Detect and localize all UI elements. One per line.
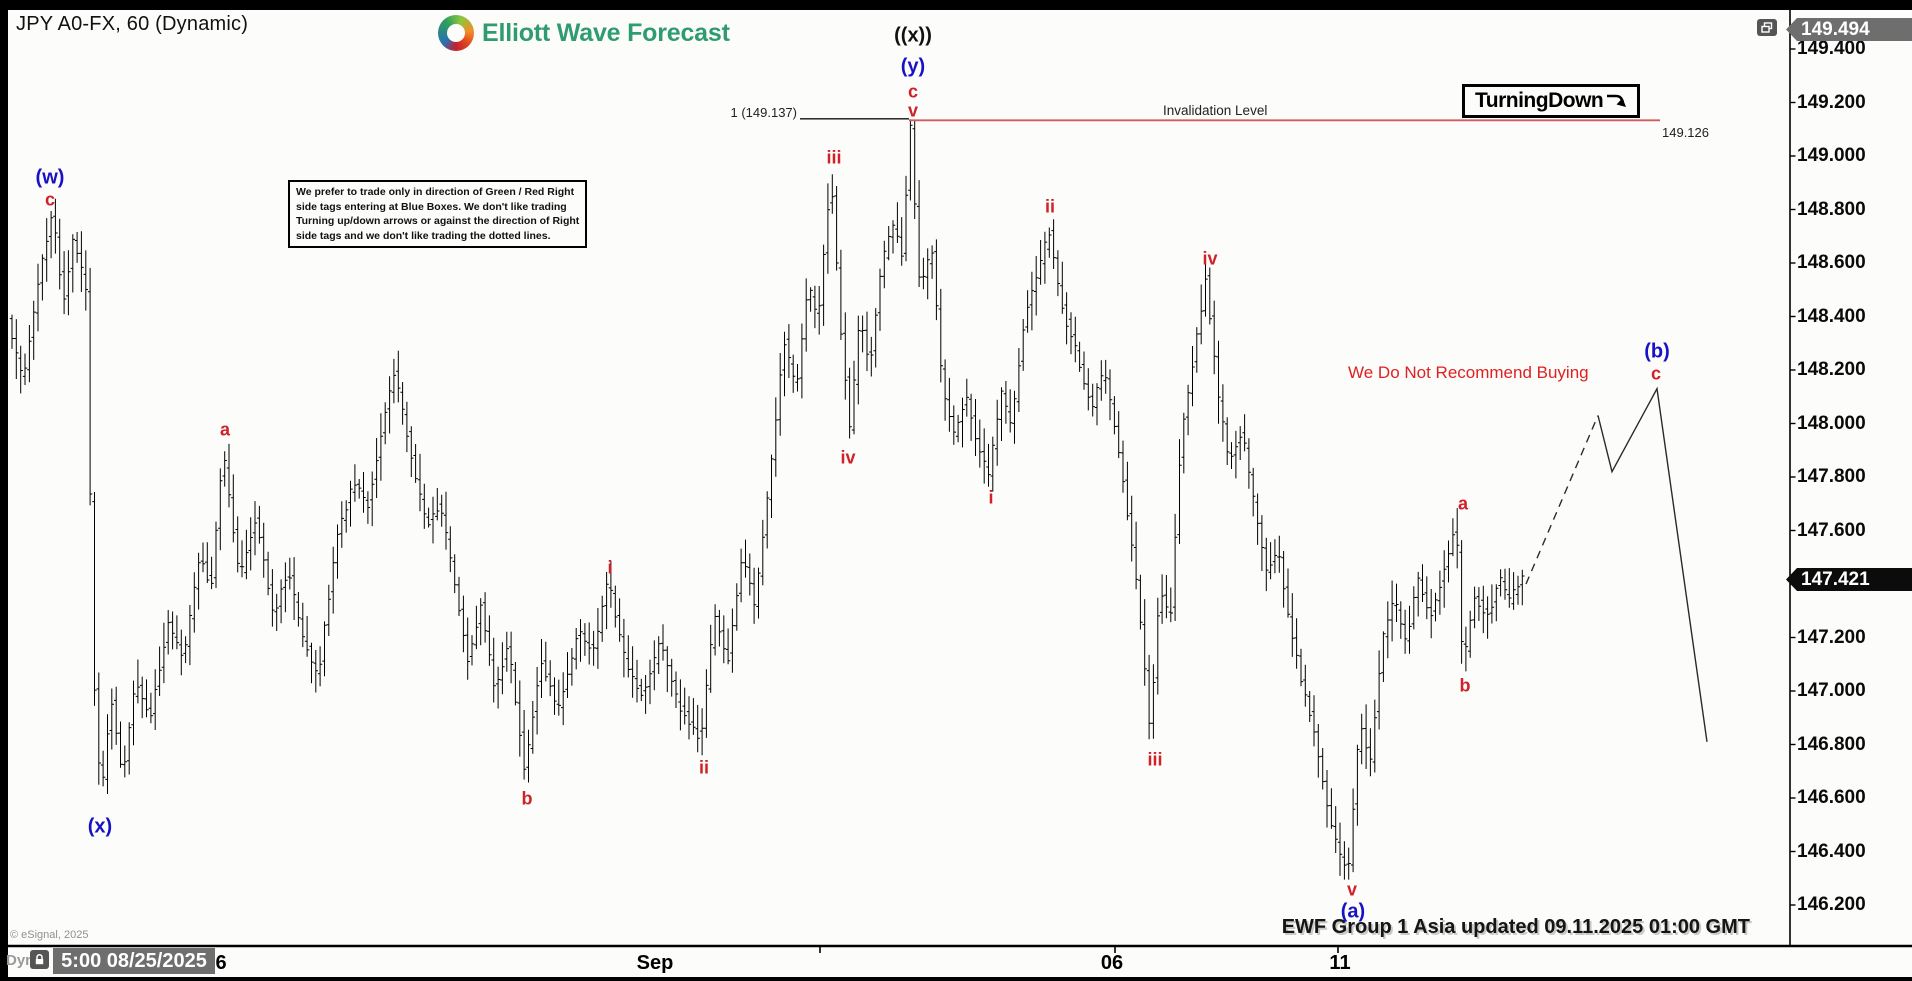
disclaimer-line: We prefer to trade only in direction of … — [296, 186, 575, 198]
lock-icon[interactable] — [30, 950, 49, 969]
trading-disclaimer-box: We prefer to trade only in direction of … — [288, 180, 588, 248]
price-axis-label: 148.400 — [1797, 305, 1866, 327]
time-axis-label-06: 06 — [1100, 952, 1124, 974]
wave-label-c: c — [1650, 363, 1662, 384]
update-note: EWF Group 1 Asia updated 09.11.2025 01:0… — [1281, 916, 1750, 938]
wave-label-b: b — [1459, 675, 1471, 696]
price-axis-label: 147.600 — [1797, 519, 1866, 541]
price-axis-label: 148.000 — [1797, 412, 1866, 434]
wave-label-ppxpp: ((x)) — [894, 24, 932, 47]
time-axis-label-Sep: Sep — [636, 952, 674, 974]
projection-line-dashed — [1525, 415, 1599, 585]
price-axis-label: 146.800 — [1797, 733, 1866, 755]
wave-label-iii: iii — [1147, 749, 1163, 770]
wave-label-b: b — [521, 788, 533, 809]
restore-window-icon[interactable] — [1757, 19, 1777, 36]
price-axis-label: 146.200 — [1797, 894, 1866, 915]
price-axis-label: 147.800 — [1797, 466, 1866, 487]
price-axis-label: 147.200 — [1797, 626, 1866, 648]
ewf-logo-icon — [438, 15, 474, 51]
price-axis-label: 146.400 — [1797, 840, 1866, 862]
price-axis-label: 149.000 — [1797, 145, 1866, 166]
wave-label-v: v — [1346, 879, 1358, 900]
current-price-tag: 147.421 — [1786, 568, 1912, 591]
wave-label-v: v — [907, 100, 919, 121]
wave-label-a: a — [1457, 493, 1469, 514]
first-bar-datetime-box: 5:00 08/25/2025 — [53, 948, 215, 974]
wave-label-c: c — [907, 81, 919, 102]
price-axis-label: 149.400 — [1797, 38, 1866, 59]
wave-label-i: i — [988, 487, 994, 508]
price-axis-label: 148.600 — [1797, 252, 1866, 273]
disclaimer-line: side tags and we don't like trading the … — [296, 229, 551, 242]
wave-label-pap: (a) — [1340, 900, 1366, 923]
session-high-price-tag: 149.494 — [1786, 18, 1912, 41]
price-axis-ticks — [1790, 48, 1796, 906]
wave-label-ii: ii — [1044, 196, 1056, 217]
price-axis-label: 149.200 — [1797, 91, 1866, 113]
wave-label-pxp: (x) — [87, 815, 113, 838]
wave-label-iv: iv — [1202, 248, 1218, 269]
wave-label-c: c — [44, 189, 56, 210]
time-axis-label-6: 6 — [215, 952, 227, 974]
invalidation-reference-label: 1 (149.137) — [730, 105, 798, 120]
wave-label-pwp: (w) — [35, 166, 65, 189]
wave-label-pyp: (y) — [900, 55, 926, 78]
esignal-copyright: © eSignal, 2025 — [10, 929, 89, 941]
turning-down-badge: TurningDown — [1462, 84, 1641, 118]
wave-label-iii: iii — [826, 147, 842, 168]
wave-label-a: a — [219, 419, 231, 440]
disclaimer-line: Turning up/down arrows or against the di… — [296, 215, 580, 227]
disclaimer-line: side tags entering at Blue Boxes. We don… — [296, 200, 567, 213]
invalidation-price-label: 149.126 — [1662, 125, 1709, 140]
invalidation-level-label: Invalidation Level — [1163, 103, 1268, 118]
wave-label-iv: iv — [840, 447, 856, 468]
no-buy-warning-text: We Do Not Recommend Buying — [1348, 363, 1589, 382]
wave-label-pbp: (b) — [1644, 340, 1670, 363]
price-axis-label: 147.000 — [1797, 680, 1866, 701]
wave-label-ii: ii — [698, 757, 710, 778]
projection-line-solid — [1597, 386, 1708, 742]
price-axis-label: 146.600 — [1797, 787, 1866, 808]
price-axis-label: 148.200 — [1797, 359, 1866, 380]
ohlc-bars — [9, 119, 1525, 880]
ewf-logo-text: Elliott Wave Forecast — [482, 18, 730, 47]
turning-down-label: TurningDown — [1475, 89, 1604, 112]
symbol-title: JPY A0-FX, 60 (Dynamic) — [16, 13, 249, 35]
arrow-curve-down-right-icon — [1607, 94, 1627, 107]
price-axis-label: 148.800 — [1797, 198, 1866, 220]
dyn-status-label: Dyn — [6, 952, 35, 969]
chart-panel-background — [8, 10, 1912, 977]
time-axis-label-11: 11 — [1329, 952, 1351, 974]
wave-label-i: i — [607, 557, 613, 578]
ewf-logo: Elliott Wave Forecast — [438, 15, 730, 51]
